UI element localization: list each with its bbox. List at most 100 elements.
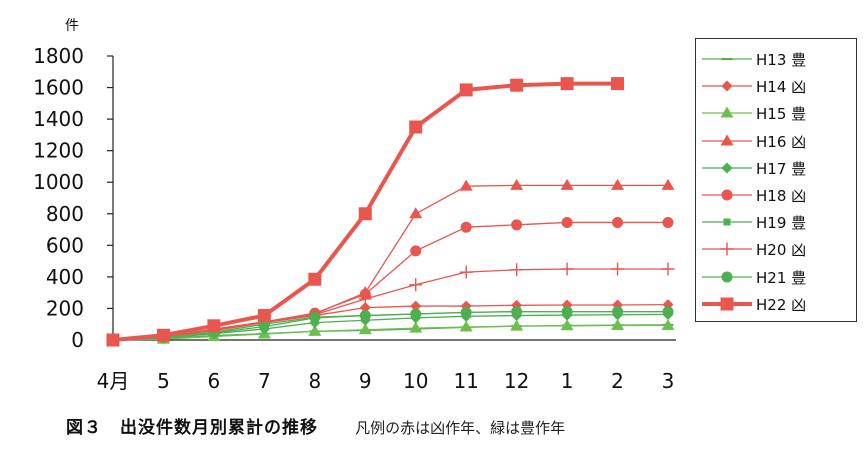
series-10 xyxy=(106,77,625,347)
y-tick-label: 400 xyxy=(46,265,84,289)
legend-label: H15 豊 xyxy=(756,105,807,124)
legend-item: H21 豊 xyxy=(696,265,856,291)
data-point xyxy=(611,178,625,190)
x-tick-label: 7 xyxy=(258,369,271,393)
legend: H13 豊 H14 凶 H15 豊 H16 凶 H17 豊 H18 凶 H19 豊 H20 凶… xyxy=(695,38,857,322)
series-line xyxy=(112,310,668,341)
data-point xyxy=(510,263,524,277)
data-point xyxy=(661,262,675,276)
data-point xyxy=(661,178,675,190)
legend-label: H21 豊 xyxy=(756,268,807,287)
legend-swatch xyxy=(702,271,752,283)
data-point xyxy=(662,306,674,318)
data-point xyxy=(510,78,524,92)
data-point xyxy=(611,262,625,276)
series-line xyxy=(112,221,668,341)
y-tick-label: 800 xyxy=(46,202,84,226)
data-point xyxy=(359,310,371,322)
y-unit-label: 件 xyxy=(65,18,79,34)
data-point xyxy=(460,221,472,233)
y-tick-label: 200 xyxy=(46,296,84,320)
caption-note: 凡例の赤は凶作年、緑は豊作年 xyxy=(355,419,566,437)
x-tick-label: 4月 xyxy=(97,369,130,393)
data-point xyxy=(510,178,524,190)
data-point xyxy=(410,300,422,312)
legend-item: H20 凶 xyxy=(696,237,856,263)
legend-item: H18 凶 xyxy=(696,183,856,209)
legend-label: H19 豊 xyxy=(756,214,807,233)
data-point xyxy=(612,306,624,318)
x-tick-label: 3 xyxy=(662,369,675,393)
data-point xyxy=(611,77,625,91)
data-point xyxy=(309,311,321,323)
x-tick-label: 2 xyxy=(611,369,624,393)
legend-swatch xyxy=(702,58,752,60)
x-tick-label: 11 xyxy=(453,369,478,393)
legend-label: H22 凶 xyxy=(756,295,807,314)
legend-swatch xyxy=(702,218,752,226)
data-point xyxy=(511,306,523,318)
legend-marker xyxy=(721,271,733,283)
x-tick-label: 5 xyxy=(157,369,170,393)
y-tick-label: 1800 xyxy=(33,44,84,68)
legend-item: H19 豊 xyxy=(696,210,856,236)
legend-item: H22 凶 xyxy=(696,292,856,318)
data-point xyxy=(358,323,372,335)
legend-label: H16 凶 xyxy=(756,132,807,151)
legend-marker xyxy=(720,242,734,256)
x-tick-label: 1 xyxy=(561,369,574,393)
y-tick-label: 1400 xyxy=(33,107,84,131)
legend-label: H20 凶 xyxy=(756,241,807,260)
legend-label: H13 豊 xyxy=(756,51,807,69)
data-point xyxy=(511,219,523,231)
legend-item: H15 豊 xyxy=(696,101,856,127)
legend-item: H17 豊 xyxy=(696,156,856,182)
legend-marker xyxy=(721,189,733,201)
figure-caption: 図３ 出没件数月別累計の推移 凡例の赤は凶作年、緑は豊作年 xyxy=(66,413,565,438)
series-2 xyxy=(107,299,674,346)
data-point xyxy=(662,216,674,228)
legend-label: H14 凶 xyxy=(756,78,807,97)
legend-label: H18 凶 xyxy=(756,187,807,205)
data-point xyxy=(460,306,472,318)
legend-marker xyxy=(723,218,731,226)
data-point xyxy=(207,319,221,333)
legend-marker xyxy=(721,162,733,174)
legend-swatch xyxy=(702,106,752,118)
data-point xyxy=(560,262,574,276)
data-point xyxy=(611,318,625,330)
data-point xyxy=(409,120,423,134)
data-point xyxy=(359,302,371,314)
data-point xyxy=(459,83,473,97)
data-point xyxy=(560,77,574,91)
data-point xyxy=(561,306,573,318)
data-point xyxy=(510,319,524,331)
legend-item: H14 凶 xyxy=(696,74,856,100)
data-point xyxy=(409,321,423,333)
y-tick-label: 1000 xyxy=(33,170,84,194)
legend-marker xyxy=(720,134,734,146)
data-point xyxy=(459,320,473,332)
data-point xyxy=(459,265,473,279)
legend-label: H17 豊 xyxy=(756,159,807,178)
legend-swatch xyxy=(702,297,752,311)
x-tick-label: 6 xyxy=(208,369,221,393)
legend-swatch xyxy=(702,162,752,174)
data-point xyxy=(358,207,372,221)
series-layer xyxy=(106,77,675,347)
data-point xyxy=(358,292,372,306)
data-point xyxy=(612,216,624,228)
series-line xyxy=(112,268,668,341)
y-tick-label: 600 xyxy=(46,233,84,257)
legend-marker xyxy=(720,106,734,118)
data-point xyxy=(257,309,271,323)
y-tick-label: 1200 xyxy=(33,139,84,163)
data-point xyxy=(409,278,423,292)
series-line xyxy=(112,324,668,341)
x-tick-label: 12 xyxy=(504,369,529,393)
legend-item: H16 凶 xyxy=(696,129,856,155)
legend-swatch xyxy=(702,242,752,256)
data-point xyxy=(308,272,322,286)
legend-swatch xyxy=(702,189,752,201)
